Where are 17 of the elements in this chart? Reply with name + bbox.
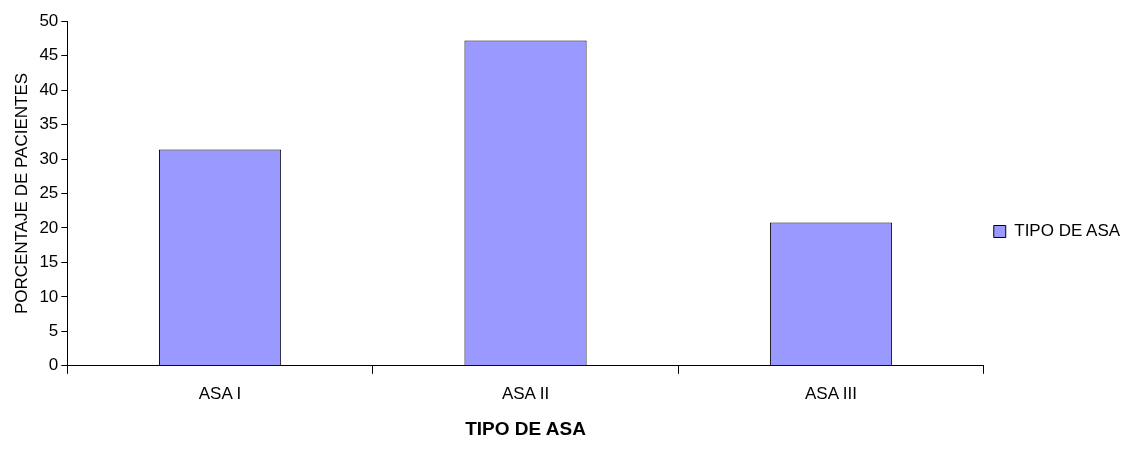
x-tick-label: ASA I	[198, 383, 242, 403]
y-tick-label: 10	[39, 286, 59, 306]
legend-label: TIPO DE ASA	[1014, 221, 1121, 241]
y-tick-label: 25	[39, 183, 59, 203]
y-tick-label: 35	[39, 114, 59, 134]
y-axis-title: PORCENTAJE DE PACIENTES	[11, 72, 31, 315]
x-tick-label: ASA III	[805, 383, 857, 403]
x-axis-title: TIPO DE ASA	[465, 417, 587, 439]
y-tick-label: 15	[39, 252, 59, 272]
y-tick-label: 40	[39, 79, 59, 99]
y-tick-label: 20	[39, 217, 59, 237]
y-tick-label: 30	[39, 148, 59, 168]
y-tick-label: 50	[39, 10, 59, 30]
y-tick-label: 5	[48, 321, 59, 341]
y-tick-label: 45	[39, 45, 59, 65]
x-tick-label: ASA II	[501, 383, 550, 403]
y-tick-label: 0	[48, 355, 59, 375]
